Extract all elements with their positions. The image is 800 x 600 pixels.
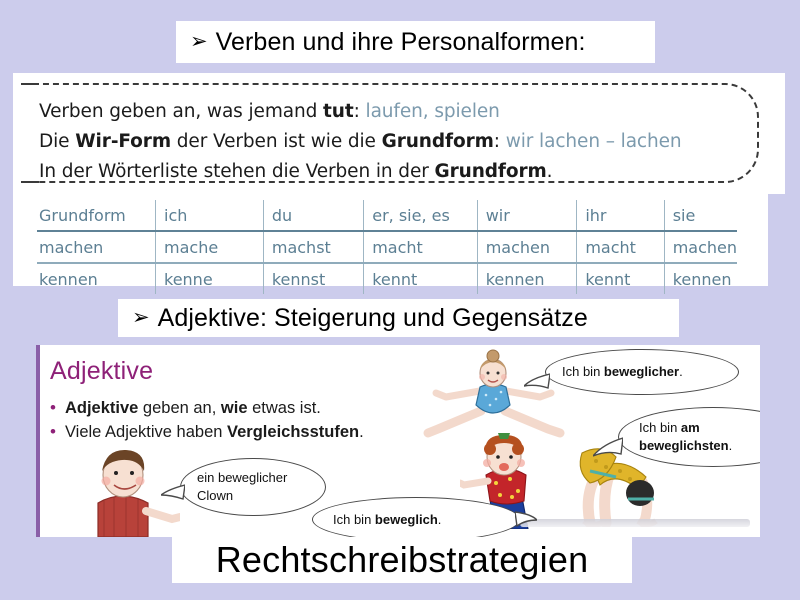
speech-bubble-clown: ein beweglicher Clown [161,458,326,516]
adjektive-title: Adjektive [50,357,154,385]
cell-kennen-ihr: kennt [576,263,665,294]
bubble-clown-line1: ein beweglicher [197,470,288,486]
bb1-post: . [679,364,683,380]
vl3-pre: In der Wörterliste stehen die Verben in … [39,161,435,182]
slide-bottom-title: Rechtschreibstrategien [172,537,632,583]
bubble-beweglichsten-line2: beweglichsten. [639,437,760,455]
verbs-rule-line-3: In der Wörterliste stehen die Verben in … [39,161,553,182]
vl3-mid: . [546,161,553,182]
bb1-bold: beweglicher [603,364,680,380]
adj-bullet-2-text: Viele Adjektive haben Vergleichsstufen. [65,423,364,442]
gymnast-girl-illustration [423,349,565,438]
cell-kennen-ersiees: kennt [363,263,478,294]
col-header-grundform: Grundform [37,200,156,232]
bb2-bold: am [680,420,700,436]
vl1-pre: Verben geben an, was jemand [39,101,324,122]
cell-kennen-du: kennst [262,263,364,294]
table-row: kennen kenne kennst kennt kennen kennt k… [37,263,737,294]
bb2-pre: Ich bin [639,420,681,436]
vl2-example: wir lachen – lachen [505,131,682,152]
verbs-info-card: Verben geben an, was jemand tut: laufen,… [13,73,785,194]
col-header-sie: sie [663,200,737,232]
vl2-bold: Wir-Form [75,131,171,152]
bullet-dot-icon: • [50,422,56,441]
col-header-ihr: ihr [576,200,665,232]
bb4-pre: Ich bin [333,511,375,527]
speech-bubble-beweglichsten: Ich bin am beweglichsten. [593,407,760,467]
page-title: Rechtschreibstrategien [215,539,589,580]
adj-b1-rest: geben an, [138,399,221,417]
floor-shadow [520,519,750,527]
vl3-bold: Grundform [434,161,547,182]
list-item: • Adjektive geben an, wie etwas ist. [50,398,364,418]
bb2-bold2: beweglichsten [639,438,729,453]
conjugation-table-card: Grundform ich du er, sie, es wir ihr sie… [13,194,768,294]
speech-bubble-beweglich: Ich bin beweglich. [312,497,537,537]
vl2-mid: der Verben ist wie die [171,131,382,152]
speech-bubble-beweglicher: Ich bin beweglicher. [524,349,739,395]
verbs-rule-line-1: Verben geben an, was jemand tut: laufen,… [39,101,500,122]
col-header-ersiees: er, sie, es [363,200,478,232]
bubble-tail-icon [593,437,623,457]
adj-b2-bold2: Vergleichsstufen [227,423,360,441]
cell-machen-ihr: macht [576,231,665,264]
arrow-bullet-icon: ➢ [190,28,208,53]
bb4-bold: beweglich [374,511,438,527]
cell-kennen-grundform: kennen [39,269,98,289]
arrow-bullet-icon: ➢ [132,304,150,329]
conjugation-table: Grundform ich du er, sie, es wir ihr sie… [37,200,737,294]
heading-verben-text: Verben und ihre Personalformen: [215,27,586,56]
heading-banner-adjektive: ➢ Adjektive: Steigerung und Gegensätze [118,299,679,337]
cell-machen-ersiees: macht [363,231,478,264]
boy-pointing-illustration [97,449,180,537]
bubble-beweglichsten-line1: Ich bin am [639,419,760,437]
adj-bullet-1-text: Adjektive geben an, wie etwas ist. [65,399,321,418]
vl1-bold: tut [323,101,354,122]
cell-machen-ich: mache [155,231,264,264]
cell-kennen-ich: kenne [155,263,264,294]
heading-banner-verben: ➢ Verben und ihre Personalformen: [176,21,655,63]
vl2-pre: Die [39,131,76,152]
adj-b2-rest: Viele Adjektive haben [64,423,228,441]
bubble-tail-icon [515,511,537,528]
verbs-rule-line-2: Die Wir-Form der Verben ist wie die Grun… [39,131,682,152]
list-item: • Viele Adjektive haben Vergleichsstufen… [50,422,364,442]
cell-kennen-sie: kennen [663,263,737,294]
table-row: machen mache machst macht machen macht m… [37,231,737,264]
table-header-row: Grundform ich du er, sie, es wir ihr sie [37,200,737,232]
vl2-bold2: Grundform [381,131,494,152]
bb2-post: . [728,438,733,453]
bubble-beweglich-text: Ich bin beweglich. [333,511,499,529]
cell-machen-grundform: machen [37,231,156,264]
vl1-mid: : [353,101,366,122]
cell-machen-wir: machen [476,231,577,264]
bubble-clown-line2: Clown [197,488,234,503]
adj-b1-rest2: etwas ist. [247,399,321,417]
adj-b1-bold2: wie [220,399,248,417]
heading-adjektive-text: Adjektive: Steigerung und Gegensätze [157,303,588,332]
cell-machen-sie: machen [663,231,737,264]
col-header-ich: ich [155,200,264,232]
dashed-outline [21,83,759,183]
adj-b1-bold: Adjektive [64,399,139,417]
cell-kennen-wir: kennen [476,263,577,294]
vl2-mid2: : [493,131,506,152]
adjektive-bullet-list: • Adjektive geben an, wie etwas ist. • V… [50,398,364,447]
bubble-tail-icon [524,373,550,389]
bb4-post: . [437,511,442,527]
bubble-tail-icon [161,484,185,500]
bullet-dot-icon: • [50,398,56,417]
col-header-du: du [262,200,364,232]
adjektive-info-card: Adjektive • Adjektive geben an, wie etwa… [36,345,760,537]
vl1-example: laufen, spielen [365,101,500,122]
cell-machen-du: machst [262,231,364,264]
bb1-pre: Ich bin [562,364,604,380]
bubble-beweglicher-text: Ich bin beweglicher. [562,363,722,381]
adj-b2-rest2: . [359,423,364,441]
col-header-wir: wir [476,200,577,232]
